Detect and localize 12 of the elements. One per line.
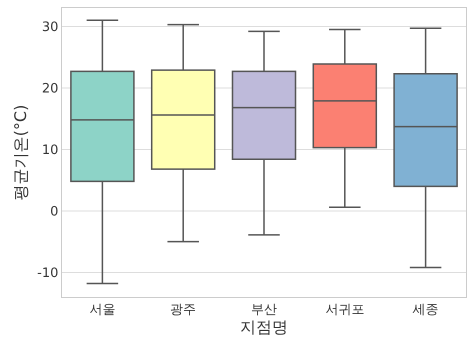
x-tick-label: 세종 [412,302,439,318]
x-tick-label: 서귀포 [325,302,364,318]
x-tick-label: 광주 [170,302,196,318]
y-axis-title: 평균기온(°C) [11,104,30,200]
y-tick-label: 20 [42,81,58,96]
x-axis-title: 지점명 [240,318,288,337]
x-tick-label: 서울 [89,302,116,318]
x-tick-label: 부산 [251,302,277,318]
y-tick-label: 0 [50,204,58,220]
y-tick-label: -10 [37,266,58,281]
y-tick-label: 10 [42,142,58,158]
y-tick-label: 30 [42,20,58,35]
